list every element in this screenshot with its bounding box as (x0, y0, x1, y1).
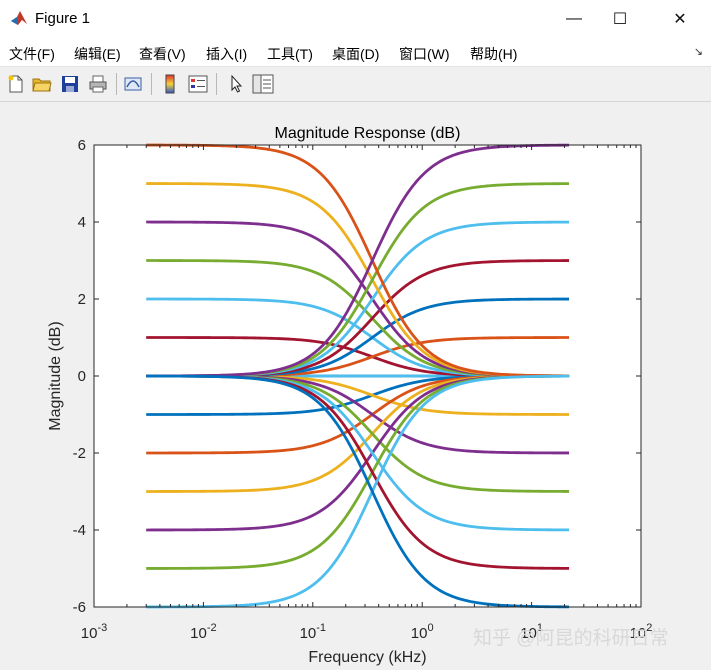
property-inspector-icon (252, 74, 274, 94)
title-bar: Figure 1 — ☐ ✕ (0, 0, 711, 38)
x-tick-label: 102 (630, 622, 653, 642)
series-line-low_shelf--6 (146, 374, 570, 609)
property-inspector-button[interactable] (251, 72, 275, 96)
toolbar-separator (216, 73, 217, 95)
window-title: Figure 1 (35, 10, 91, 27)
y-tick-label: -2 (73, 445, 86, 462)
colorbar-icon (165, 74, 175, 94)
x-tick-label: 10-1 (300, 622, 326, 642)
menu-edit[interactable]: 编辑(E) (74, 46, 121, 62)
close-button[interactable]: ✕ (657, 0, 703, 38)
menu-view[interactable]: 查看(V) (139, 46, 186, 62)
x-tick-label: 10-3 (81, 622, 107, 642)
x-axis-label: Frequency (kHz) (308, 649, 426, 666)
y-axis-label: Magnitude (dB) (47, 321, 64, 430)
insert-colorbar-button[interactable] (158, 72, 182, 96)
y-tick-label: 2 (78, 291, 86, 308)
link-plot-button[interactable] (121, 72, 145, 96)
new-figure-button[interactable] (4, 72, 28, 96)
magnitude-response-plot[interactable]: -6 -4 -2 0 2 4 6 10-3 10-2 10-1 100 101 102 Magnitude… (0, 102, 711, 670)
legend-icon (188, 75, 208, 93)
menu-file[interactable]: 文件(F) (9, 46, 55, 62)
figure-canvas: -6 -4 -2 0 2 4 6 10-3 10-2 10-1 100 101 102 Magnitude… (0, 102, 711, 670)
pointer-arrow-icon (231, 74, 243, 93)
save-button[interactable] (58, 72, 82, 96)
menu-desktop[interactable]: 桌面(D) (332, 46, 380, 62)
menu-insert[interactable]: 插入(I) (206, 46, 248, 62)
y-tick-label: -6 (73, 599, 86, 616)
floppy-disk-icon (62, 76, 78, 92)
printer-icon (89, 75, 107, 93)
menu-bar: 文件(F) 编辑(E) 查看(V) 插入(I) 工具(T) 桌面(D) 窗口(W… (0, 38, 711, 67)
maximize-button[interactable]: ☐ (597, 0, 643, 38)
open-file-button[interactable] (30, 72, 54, 96)
x-tick-label: 100 (411, 622, 434, 642)
menu-dock-arrow-icon[interactable]: ↘ (693, 46, 703, 58)
series-line-low_shelf-6 (146, 143, 570, 378)
figure-toolbar (0, 67, 711, 102)
menu-tools[interactable]: 工具(T) (267, 46, 313, 62)
matlab-icon (11, 11, 27, 25)
new-file-icon (8, 75, 23, 93)
maximize-icon: ☐ (612, 11, 628, 28)
toolbar-separator (116, 73, 117, 95)
y-tick-label: 4 (78, 214, 86, 231)
link-plot-icon (124, 77, 142, 91)
edit-plot-button[interactable] (224, 72, 248, 96)
watermark-text: 知乎 @阿昆的科研日常 (473, 628, 669, 649)
y-tick-label: -4 (73, 522, 86, 539)
minimize-icon: — (566, 10, 582, 27)
minimize-button[interactable]: — (551, 0, 597, 38)
menu-help[interactable]: 帮助(H) (470, 46, 518, 62)
insert-legend-button[interactable] (186, 72, 210, 96)
y-tick-label: 6 (78, 137, 86, 154)
folder-icon (32, 78, 52, 92)
print-button[interactable] (86, 72, 110, 96)
chart-title: Magnitude Response (dB) (275, 125, 461, 142)
menu-window[interactable]: 窗口(W) (399, 46, 450, 62)
x-tick-label: 10-2 (190, 622, 216, 642)
x-tick-label: 101 (520, 622, 543, 642)
close-icon: ✕ (673, 11, 687, 28)
toolbar-separator (151, 73, 152, 95)
y-tick-label: 0 (78, 368, 86, 385)
